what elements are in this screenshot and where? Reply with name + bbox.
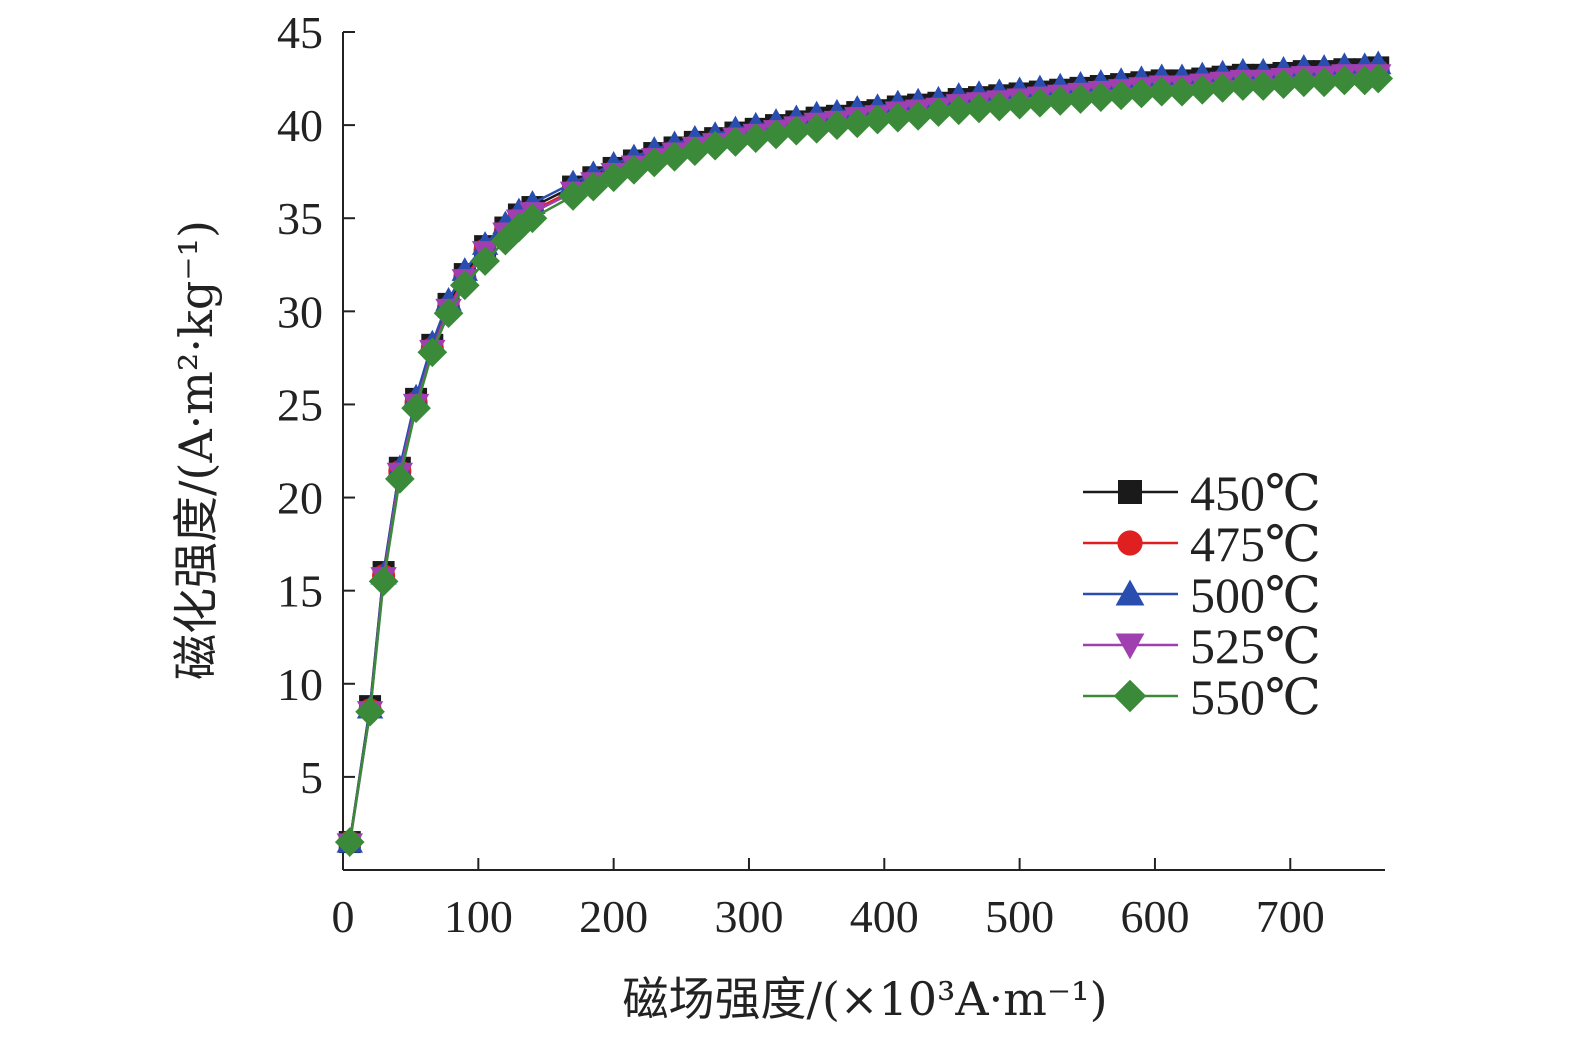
data-point bbox=[449, 270, 480, 301]
data-point bbox=[842, 108, 873, 139]
x-ticks: 0 100 200 300 400 500 600 700 bbox=[332, 858, 1325, 942]
legend-label: 500℃ bbox=[1190, 567, 1321, 623]
data-point bbox=[490, 225, 521, 256]
series-line bbox=[348, 73, 1379, 845]
data-point bbox=[1025, 87, 1055, 118]
data-point bbox=[558, 181, 588, 211]
data-point bbox=[781, 115, 812, 146]
x-axis-title: 磁场强度/(×10³A·m⁻¹) bbox=[622, 972, 1107, 1026]
data-point bbox=[740, 123, 771, 153]
legend-item: 550℃ bbox=[1083, 669, 1321, 725]
legend-label: 550℃ bbox=[1190, 669, 1321, 725]
data-point bbox=[504, 212, 534, 243]
legend-marker bbox=[1115, 633, 1145, 660]
y-tick-label: 15 bbox=[277, 566, 323, 617]
axes bbox=[342, 32, 1385, 871]
data-point bbox=[384, 464, 415, 494]
data-point bbox=[1126, 78, 1157, 109]
data-point bbox=[822, 110, 852, 140]
data-point bbox=[903, 100, 933, 131]
data-point bbox=[417, 337, 448, 368]
series-5 bbox=[334, 63, 1394, 857]
series-layer bbox=[334, 50, 1394, 858]
data-point bbox=[401, 393, 431, 424]
data-point bbox=[862, 104, 893, 135]
x-tick-label: 100 bbox=[444, 891, 513, 942]
data-point bbox=[1268, 69, 1299, 99]
data-point bbox=[1085, 82, 1116, 113]
legend-label: 450℃ bbox=[1190, 465, 1321, 521]
data-point bbox=[1248, 71, 1279, 101]
data-point bbox=[943, 95, 974, 126]
legend-label: 525℃ bbox=[1190, 618, 1321, 674]
data-point bbox=[1146, 76, 1177, 107]
series-line bbox=[348, 66, 1379, 843]
data-point bbox=[761, 119, 791, 150]
x-tick-label: 0 bbox=[332, 891, 355, 942]
data-point bbox=[368, 566, 399, 597]
data-point bbox=[1329, 65, 1360, 96]
data-point bbox=[1207, 73, 1238, 103]
data-point bbox=[984, 91, 1015, 122]
y-axis-title: 磁化强度/(A·m²·kg⁻¹) bbox=[169, 220, 223, 680]
y-tick-label: 30 bbox=[277, 286, 323, 337]
data-point bbox=[1363, 63, 1394, 94]
y-tick-label: 10 bbox=[277, 659, 323, 710]
data-point bbox=[470, 246, 500, 276]
x-tick-label: 400 bbox=[850, 891, 919, 942]
legend-marker bbox=[1115, 579, 1145, 606]
x-tick-label: 500 bbox=[985, 891, 1054, 942]
legend-item: 475℃ bbox=[1083, 516, 1321, 572]
legend-item: 450℃ bbox=[1083, 465, 1321, 521]
data-point bbox=[517, 203, 548, 234]
y-tick-label: 40 bbox=[277, 100, 323, 151]
legend-marker bbox=[1117, 530, 1143, 556]
series-2 bbox=[338, 59, 1390, 854]
legend-label: 475℃ bbox=[1190, 516, 1321, 572]
data-point bbox=[433, 298, 464, 329]
data-point bbox=[1106, 80, 1136, 111]
series-line bbox=[348, 77, 1379, 843]
x-tick-label: 200 bbox=[579, 891, 648, 942]
data-point bbox=[1228, 71, 1258, 101]
data-point bbox=[1004, 89, 1035, 120]
series-line bbox=[348, 62, 1379, 843]
data-point bbox=[720, 127, 751, 157]
data-point bbox=[334, 827, 365, 857]
x-tick-label: 300 bbox=[714, 891, 783, 942]
data-point bbox=[355, 696, 385, 727]
y-tick-label: 45 bbox=[277, 7, 323, 58]
data-point bbox=[1045, 86, 1076, 116]
series-1 bbox=[338, 56, 1390, 854]
legend-item: 525℃ bbox=[1083, 618, 1321, 674]
y-tick-label: 25 bbox=[277, 379, 323, 430]
data-point bbox=[923, 97, 954, 127]
y-tick-label: 20 bbox=[277, 473, 323, 524]
data-point bbox=[1288, 67, 1319, 98]
data-point bbox=[1309, 67, 1339, 98]
y-tick-label: 5 bbox=[300, 752, 323, 803]
data-point bbox=[1065, 84, 1096, 114]
legend-marker bbox=[1118, 480, 1142, 504]
data-point bbox=[882, 102, 913, 133]
series-4 bbox=[336, 64, 1392, 858]
x-tick-label: 600 bbox=[1120, 891, 1189, 942]
data-point bbox=[1187, 74, 1218, 105]
x-tick-label: 700 bbox=[1256, 891, 1325, 942]
series-line bbox=[348, 69, 1379, 843]
series-3 bbox=[336, 50, 1392, 853]
y-ticks: 5 10 15 20 25 30 35 40 45 bbox=[277, 7, 355, 803]
legend-item: 500℃ bbox=[1083, 567, 1321, 623]
data-point bbox=[964, 93, 994, 124]
data-point bbox=[801, 113, 832, 144]
data-point bbox=[700, 130, 730, 161]
data-point bbox=[1167, 76, 1197, 107]
y-tick-label: 35 bbox=[277, 193, 323, 244]
legend-marker bbox=[1113, 679, 1147, 713]
